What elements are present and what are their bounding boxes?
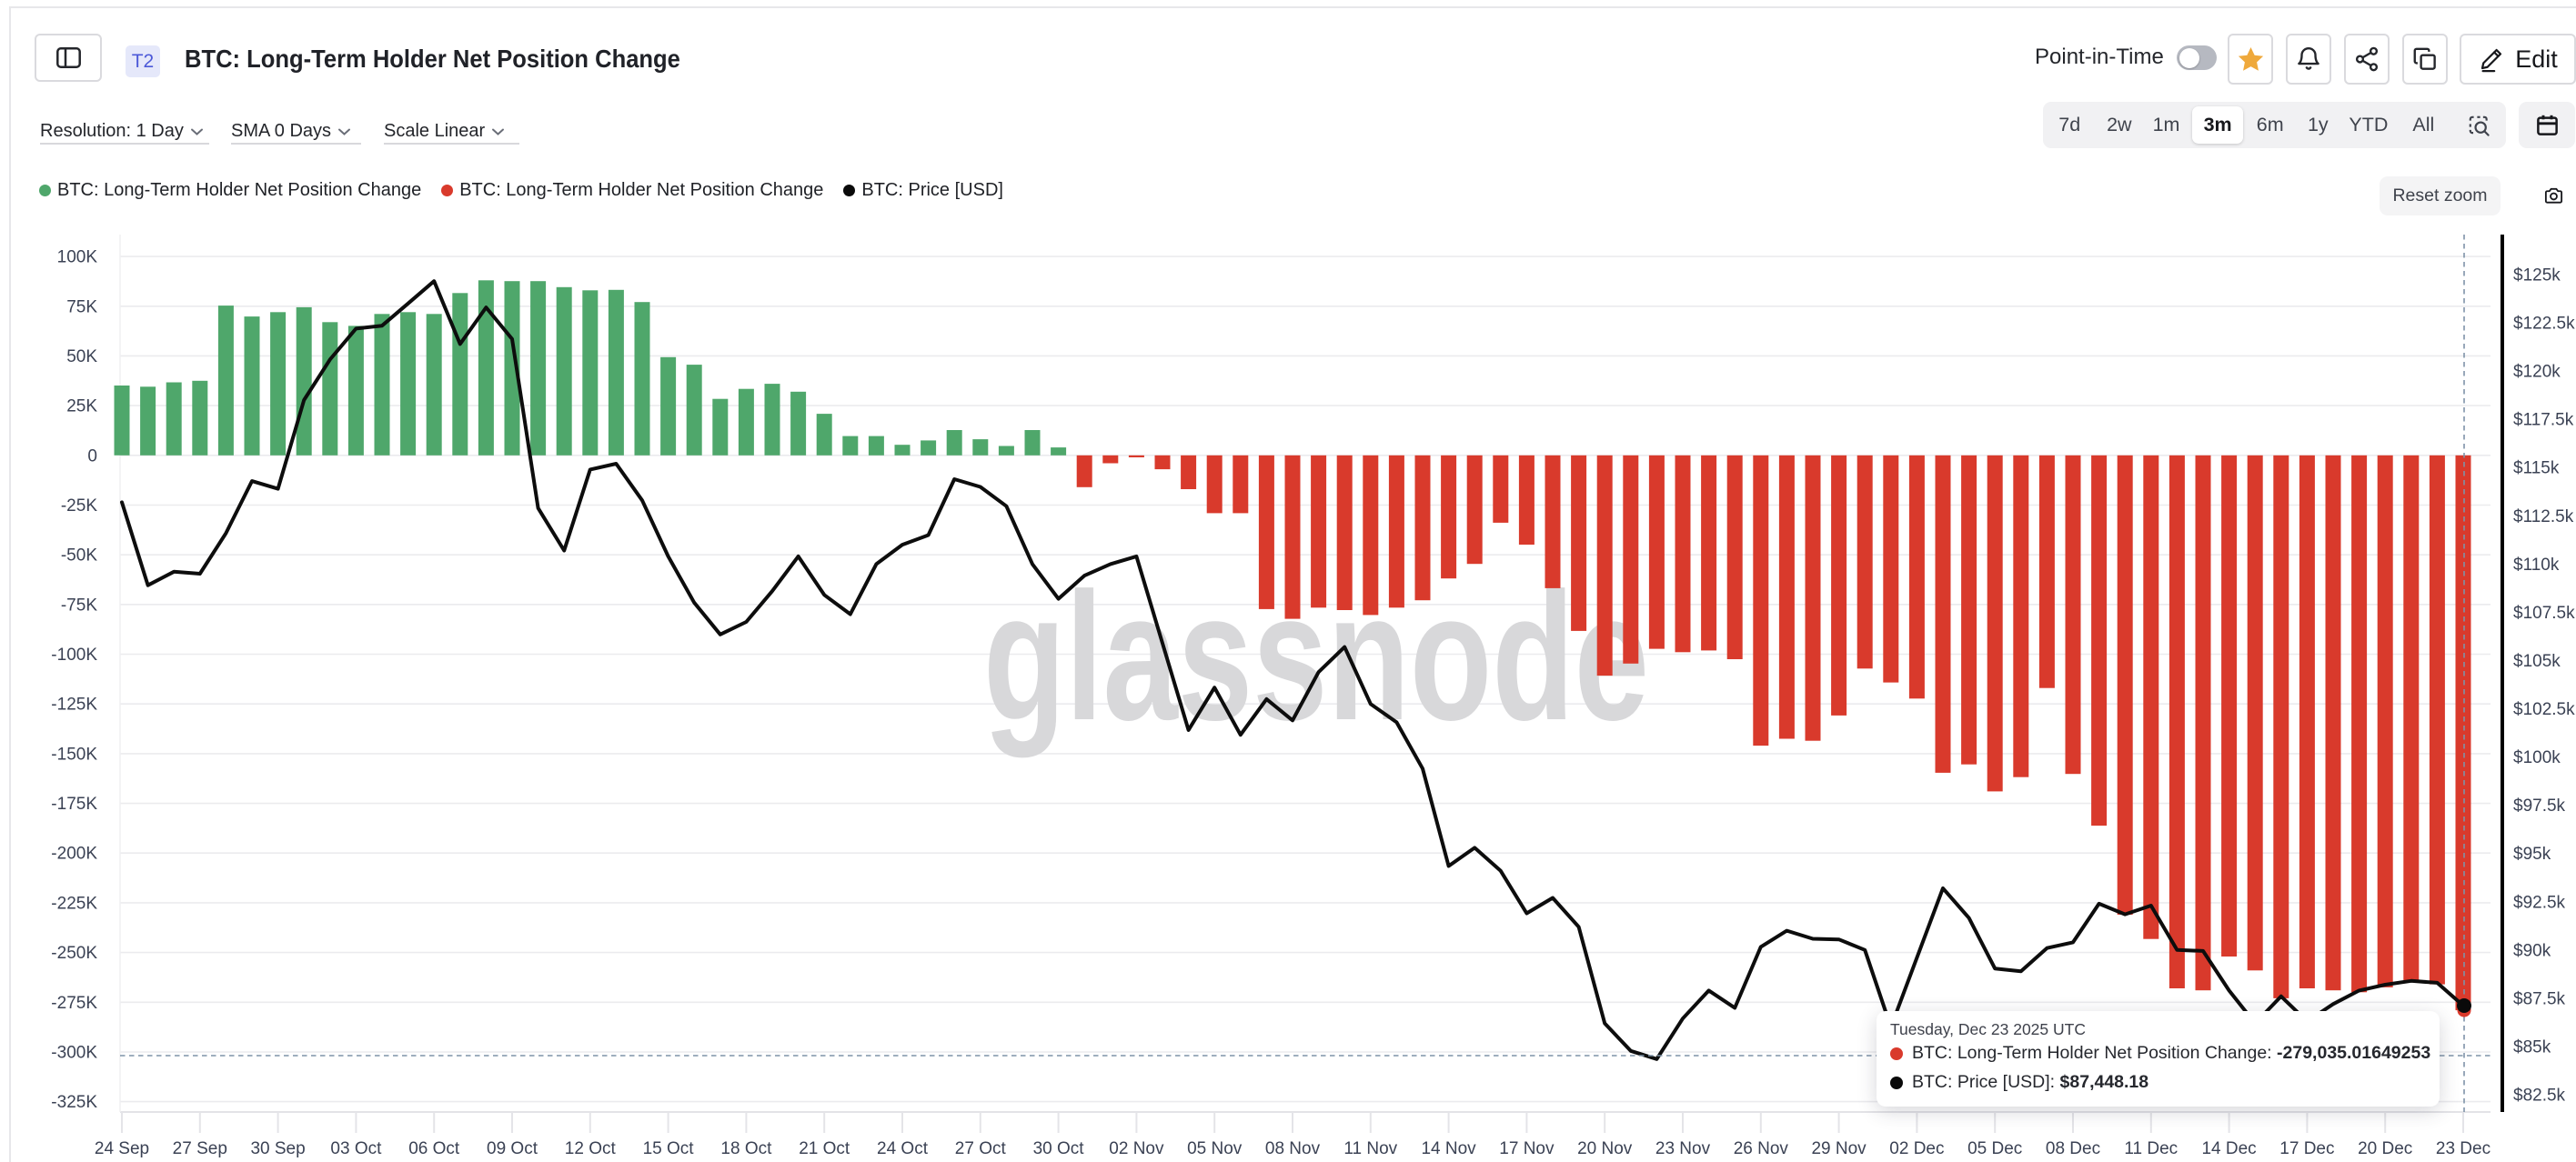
- svg-text:-250K: -250K: [51, 944, 97, 963]
- svg-text:08 Nov: 08 Nov: [1265, 1139, 1321, 1158]
- svg-text:02 Dec: 02 Dec: [1889, 1139, 1944, 1158]
- svg-text:$92.5k: $92.5k: [2513, 893, 2566, 912]
- svg-text:26 Nov: 26 Nov: [1734, 1139, 1789, 1158]
- svg-text:18 Oct: 18 Oct: [720, 1139, 772, 1158]
- svg-text:05 Dec: 05 Dec: [1967, 1139, 2022, 1158]
- svg-text:-325K: -325K: [51, 1093, 97, 1112]
- svg-text:-300K: -300K: [51, 1044, 97, 1063]
- svg-text:$85k: $85k: [2513, 1038, 2551, 1057]
- svg-text:15 Oct: 15 Oct: [643, 1139, 695, 1158]
- svg-text:14 Dec: 14 Dec: [2201, 1139, 2256, 1158]
- svg-text:$125k: $125k: [2513, 266, 2561, 285]
- svg-text:-50K: -50K: [61, 546, 97, 566]
- svg-text:20 Nov: 20 Nov: [1577, 1139, 1633, 1158]
- svg-text:$97.5k: $97.5k: [2513, 796, 2566, 816]
- svg-text:-200K: -200K: [51, 845, 97, 864]
- svg-text:21 Oct: 21 Oct: [799, 1139, 850, 1158]
- svg-text:$105k: $105k: [2513, 652, 2561, 671]
- svg-text:$110k: $110k: [2513, 556, 2560, 575]
- svg-text:30 Sep: 30 Sep: [250, 1139, 305, 1158]
- svg-text:23 Dec: 23 Dec: [2436, 1139, 2490, 1158]
- svg-text:02 Nov: 02 Nov: [1109, 1139, 1164, 1158]
- svg-text:24 Oct: 24 Oct: [877, 1139, 929, 1158]
- svg-text:30 Oct: 30 Oct: [1033, 1139, 1085, 1158]
- svg-text:$102.5k: $102.5k: [2513, 700, 2575, 719]
- svg-text:$120k: $120k: [2513, 363, 2561, 382]
- svg-text:50K: 50K: [66, 347, 97, 366]
- svg-text:-25K: -25K: [61, 496, 97, 516]
- svg-text:12 Oct: 12 Oct: [565, 1139, 617, 1158]
- svg-text:-275K: -275K: [51, 994, 97, 1013]
- svg-text:$107.5k: $107.5k: [2513, 604, 2575, 623]
- svg-text:03 Oct: 03 Oct: [330, 1139, 382, 1158]
- svg-text:$87.5k: $87.5k: [2513, 989, 2566, 1008]
- svg-text:27 Sep: 27 Sep: [173, 1139, 227, 1158]
- svg-text:17 Dec: 17 Dec: [2279, 1139, 2334, 1158]
- svg-text:14 Nov: 14 Nov: [1421, 1139, 1476, 1158]
- svg-text:75K: 75K: [66, 297, 97, 316]
- svg-text:0: 0: [87, 446, 97, 466]
- svg-text:-225K: -225K: [51, 894, 97, 913]
- svg-text:11 Nov: 11 Nov: [1343, 1139, 1397, 1158]
- svg-text:$90k: $90k: [2513, 941, 2551, 960]
- svg-text:29 Nov: 29 Nov: [1811, 1139, 1867, 1158]
- svg-text:11 Dec: 11 Dec: [2124, 1139, 2178, 1158]
- svg-text:$100k: $100k: [2513, 748, 2561, 767]
- svg-text:08 Dec: 08 Dec: [2046, 1139, 2100, 1158]
- svg-text:$95k: $95k: [2513, 845, 2551, 864]
- svg-text:$82.5k: $82.5k: [2513, 1087, 2566, 1106]
- svg-text:-125K: -125K: [51, 696, 97, 715]
- svg-text:100K: 100K: [57, 248, 98, 267]
- svg-text:17 Nov: 17 Nov: [1499, 1139, 1555, 1158]
- svg-text:27 Oct: 27 Oct: [955, 1139, 1007, 1158]
- svg-text:20 Dec: 20 Dec: [2358, 1139, 2412, 1158]
- svg-text:-75K: -75K: [61, 596, 97, 615]
- svg-text:$122.5k: $122.5k: [2513, 315, 2575, 334]
- svg-text:23 Nov: 23 Nov: [1655, 1139, 1711, 1158]
- svg-text:09 Oct: 09 Oct: [487, 1139, 538, 1158]
- svg-text:-150K: -150K: [51, 745, 97, 764]
- svg-text:06 Oct: 06 Oct: [408, 1139, 460, 1158]
- svg-text:-100K: -100K: [51, 646, 97, 665]
- svg-text:$112.5k: $112.5k: [2513, 507, 2574, 526]
- svg-text:$117.5k: $117.5k: [2513, 411, 2574, 430]
- svg-text:-175K: -175K: [51, 795, 97, 814]
- svg-text:$115k: $115k: [2513, 459, 2560, 478]
- svg-text:24 Sep: 24 Sep: [95, 1139, 149, 1158]
- svg-text:05 Nov: 05 Nov: [1187, 1139, 1243, 1158]
- svg-text:25K: 25K: [66, 397, 97, 416]
